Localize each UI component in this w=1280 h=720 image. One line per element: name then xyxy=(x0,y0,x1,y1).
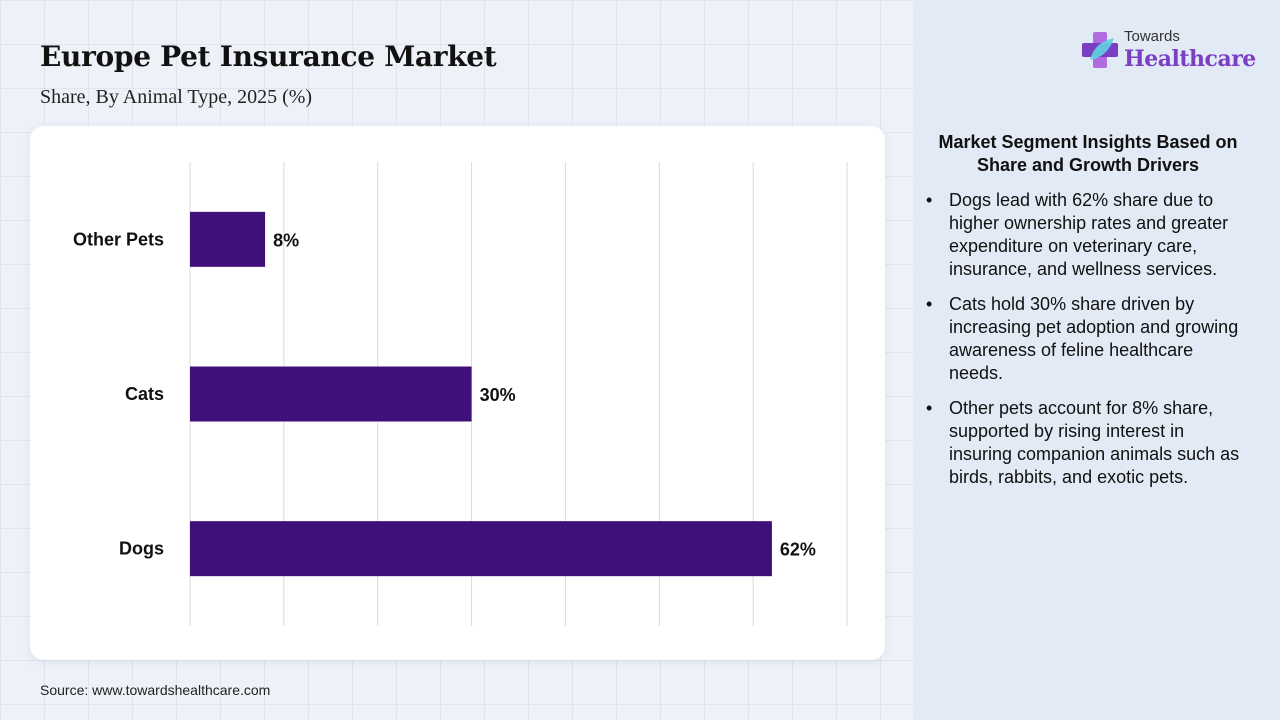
insights-list: Dogs lead with 62% share due to higher o… xyxy=(926,189,1246,501)
category-label: Dogs xyxy=(119,539,164,559)
medical-cross-leaf-icon xyxy=(1082,32,1118,68)
logo-text-top: Towards xyxy=(1124,28,1180,45)
category-label: Cats xyxy=(125,384,164,404)
data-label: 8% xyxy=(273,230,299,250)
bar-chart: Other Pets 8% Cats 30% Dogs 62% xyxy=(73,162,848,626)
logo-text-bottom: Healthcare xyxy=(1124,46,1256,72)
insight-bullet: Cats hold 30% share driven by increasing… xyxy=(926,293,1246,385)
data-label: 30% xyxy=(480,385,516,405)
category-label: Other Pets xyxy=(73,229,164,249)
insights-title: Market Segment Insights Based on Share a… xyxy=(938,132,1238,175)
bar-cats xyxy=(190,366,472,422)
insight-bullet: Dogs lead with 62% share due to higher o… xyxy=(926,189,1246,281)
chart-card: Other Pets 8% Cats 30% Dogs 62% xyxy=(30,126,885,660)
data-label: 62% xyxy=(780,540,816,560)
page-title: Europe Pet Insurance Market xyxy=(40,40,497,73)
bar-other-pets xyxy=(190,211,266,267)
insight-bullet: Other pets account for 8% share, support… xyxy=(926,397,1246,489)
source-note: Source: www.towardshealthcare.com xyxy=(40,682,271,698)
bar-dogs xyxy=(190,521,772,577)
page-subtitle: Share, By Animal Type, 2025 (%) xyxy=(40,86,313,108)
logo: Towards Healthcare xyxy=(1080,26,1260,78)
